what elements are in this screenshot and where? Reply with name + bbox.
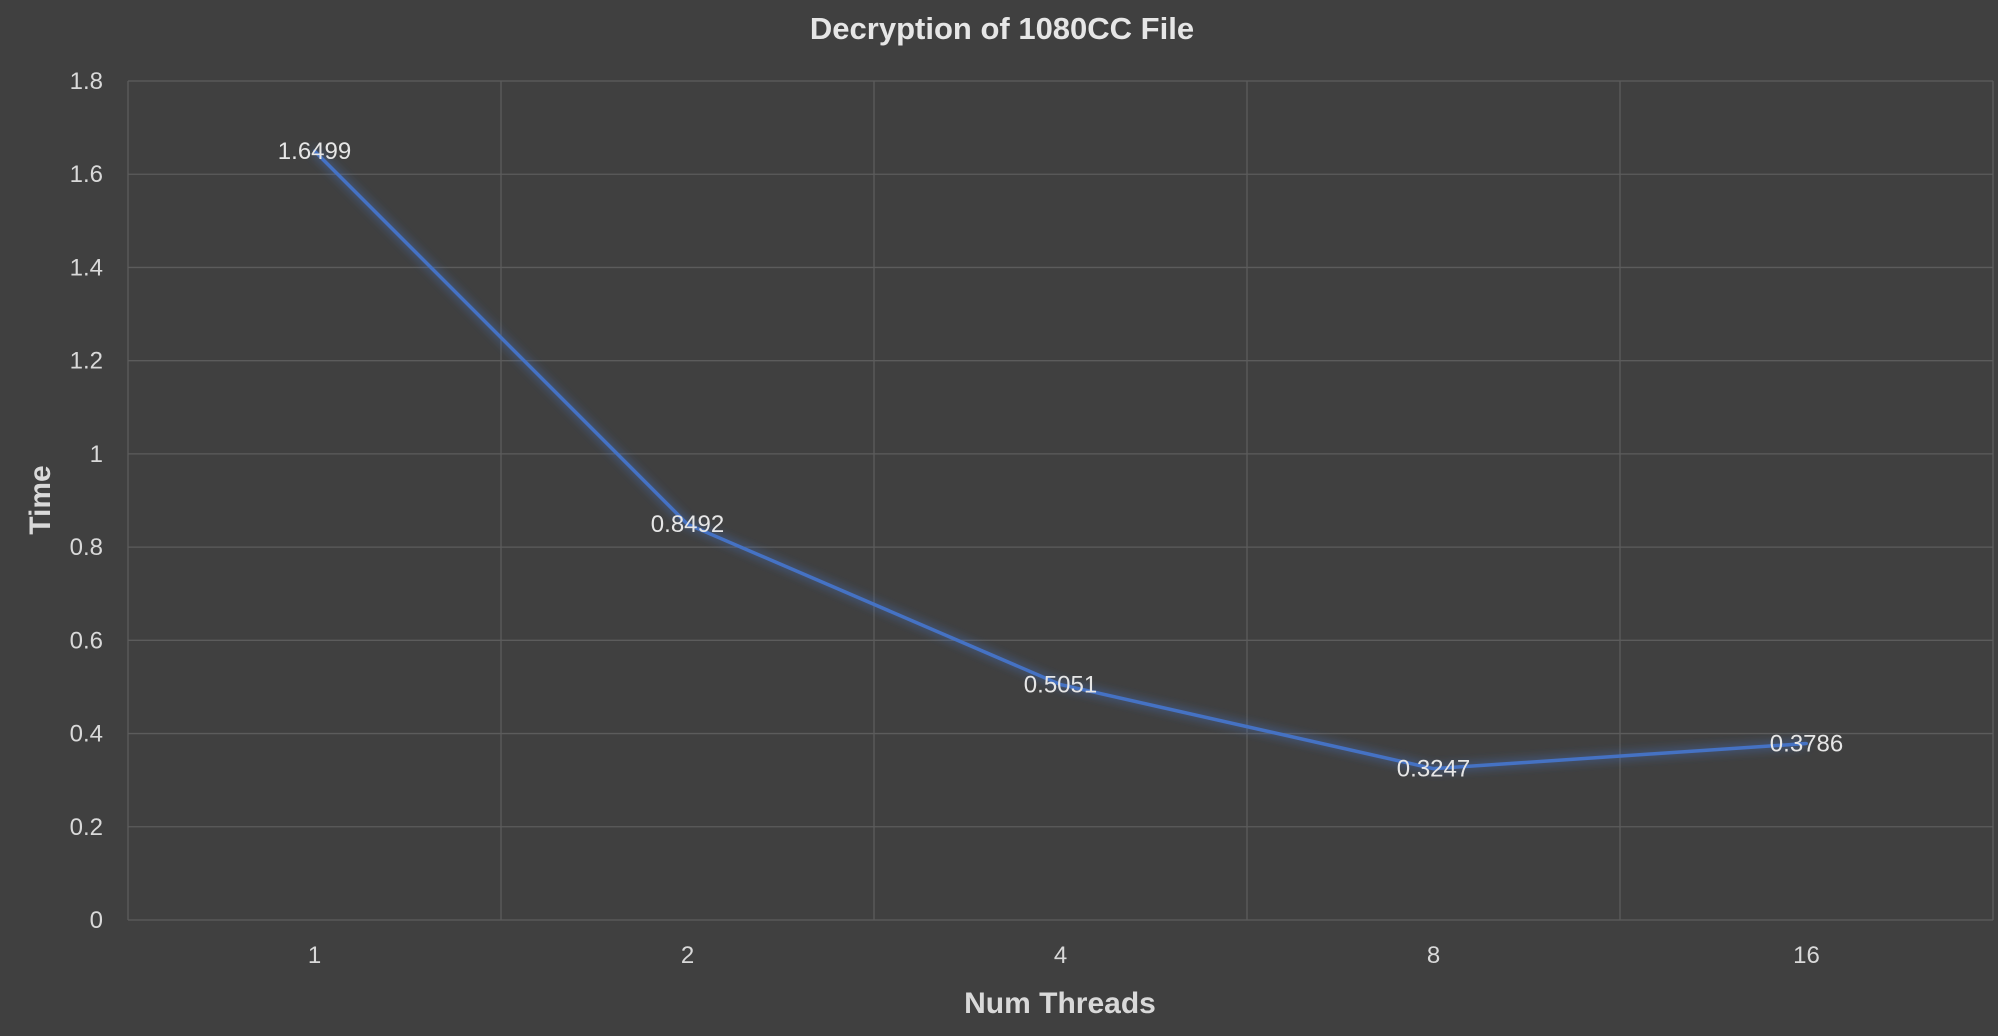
y-tick-label: 0.4	[70, 721, 103, 748]
y-axis-ticks: 0 0.2 0.4 0.6 0.8 1 1.2 1.4 1.6 1.8	[70, 68, 103, 934]
x-tick-label: 8	[1427, 942, 1440, 969]
y-tick-label: 0.8	[70, 534, 103, 561]
series-layer	[313, 149, 1808, 771]
grid-layer	[127, 80, 1994, 921]
y-axis-title: Time	[24, 465, 57, 534]
x-tick-label: 1	[308, 942, 321, 969]
y-tick-label: 0.6	[70, 627, 103, 654]
y-tick-label: 1.2	[70, 348, 103, 375]
data-label: 0.3786	[1770, 731, 1843, 758]
y-tick-label: 1.4	[70, 254, 103, 281]
y-tick-label: 1	[90, 441, 103, 468]
x-tick-label: 2	[681, 942, 694, 969]
y-tick-label: 1.6	[70, 161, 103, 188]
data-point	[1432, 767, 1435, 771]
data-point	[1059, 683, 1062, 687]
data-point	[313, 149, 316, 153]
x-tick-label: 4	[1054, 942, 1067, 969]
data-label: 1.6499	[278, 138, 351, 165]
y-tick-label: 1.8	[70, 68, 103, 95]
data-labels: 1.6499 0.8492 0.5051 0.3247 0.3786	[278, 138, 1843, 783]
y-tick-label: 0	[90, 907, 103, 934]
data-label: 0.5051	[1024, 672, 1097, 699]
data-label: 0.3247	[1397, 756, 1470, 783]
data-label: 0.8492	[651, 511, 724, 538]
y-tick-label: 0.2	[70, 814, 103, 841]
x-axis-ticks: 1 2 4 8 16	[308, 942, 1820, 969]
data-point	[686, 522, 689, 526]
chart-title: Decryption of 1080CC File	[810, 11, 1194, 46]
x-tick-label: 16	[1793, 942, 1820, 969]
x-axis-title: Num Threads	[964, 987, 1156, 1020]
data-point	[1805, 742, 1808, 746]
